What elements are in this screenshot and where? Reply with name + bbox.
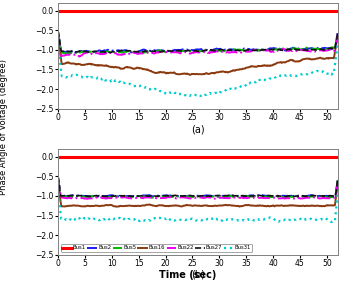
Bus2: [192, 195, 196, 199]
Bus16: [282, 204, 286, 207]
Line: Bus5: Bus5: [58, 177, 338, 198]
Bus31: [111, 218, 115, 221]
Bus5: [154, 195, 158, 199]
Bus22: [57, 179, 61, 183]
Bus31: [226, 218, 231, 221]
Bus2: [154, 194, 158, 198]
Bus31: [330, 220, 334, 224]
Bus5: [57, 179, 61, 182]
Line: Bus2: Bus2: [58, 176, 338, 197]
Bus2: [336, 179, 340, 182]
Bus22: [282, 197, 286, 200]
Text: Time (sec): Time (sec): [159, 270, 216, 280]
Bus16: [57, 183, 61, 187]
Bus27: [336, 179, 340, 182]
Bus27: [195, 194, 199, 198]
Bus5: [56, 175, 60, 178]
Bus27: [227, 194, 231, 197]
Bus2: [227, 194, 231, 197]
Bus16: [195, 204, 199, 207]
Bus27: [103, 195, 107, 198]
Bus5: [282, 196, 286, 199]
Bus27: [282, 195, 286, 198]
Bus22: [56, 175, 60, 179]
Bus31: [282, 218, 286, 222]
Bus5: [226, 194, 231, 198]
Bus22: [210, 197, 214, 201]
Bus1: [195, 155, 199, 158]
Bus1: [56, 155, 60, 158]
Bus16: [227, 203, 231, 207]
Bus31: [57, 191, 61, 195]
Bus31: [154, 216, 158, 220]
Bus16: [56, 179, 60, 183]
Text: Phase Angle of Voltage (degree): Phase Angle of Voltage (degree): [0, 59, 8, 195]
Bus2: [111, 194, 115, 197]
Bus2: [57, 179, 61, 182]
Bus1: [336, 155, 340, 158]
Bus22: [111, 196, 115, 200]
Bus31: [336, 192, 340, 196]
Bus1: [282, 155, 286, 158]
Bus5: [195, 195, 199, 198]
Bus1: [57, 155, 61, 158]
Bus27: [112, 194, 116, 198]
X-axis label: (b): (b): [191, 269, 205, 279]
Bus2: [282, 194, 286, 198]
Bus1: [111, 155, 115, 158]
Bus27: [56, 175, 60, 178]
Legend: Bus1, Bus2, Bus5, Bus16, Bus22, Bus27, Bus31: Bus1, Bus2, Bus5, Bus16, Bus22, Bus27, B…: [61, 244, 252, 252]
Bus22: [336, 180, 340, 183]
Bus5: [336, 179, 340, 182]
Bus16: [154, 205, 159, 208]
Bus16: [111, 204, 115, 208]
Line: Bus22: Bus22: [58, 177, 338, 199]
Bus31: [56, 186, 60, 189]
X-axis label: (a): (a): [191, 125, 205, 135]
Bus22: [195, 196, 199, 200]
Bus16: [336, 183, 340, 187]
Bus27: [154, 194, 159, 198]
Line: Bus27: Bus27: [58, 176, 338, 196]
Bus22: [154, 196, 158, 200]
Bus5: [111, 195, 115, 198]
Line: Bus16: Bus16: [58, 181, 338, 207]
Bus5: [315, 196, 319, 200]
Bus22: [227, 196, 231, 200]
Line: Bus31: Bus31: [58, 188, 338, 222]
Bus2: [56, 175, 60, 178]
Bus31: [195, 219, 199, 222]
Bus2: [195, 194, 199, 198]
Bus1: [154, 155, 158, 158]
Bus1: [226, 155, 231, 158]
Bus16: [115, 205, 119, 208]
Bus27: [57, 179, 61, 182]
